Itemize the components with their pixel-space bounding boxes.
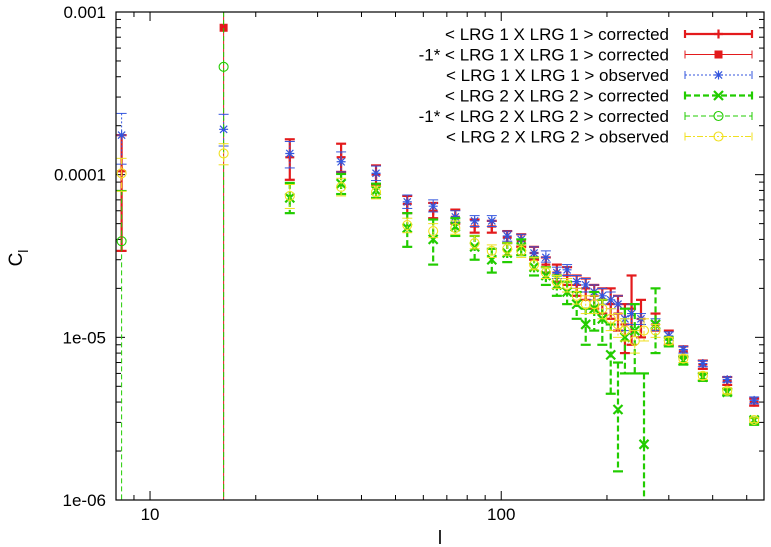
legend-label: -1* < LRG 2 X LRG 2 > corrected [419, 107, 669, 126]
data-point [529, 248, 539, 258]
data-point [562, 265, 572, 275]
data-point [678, 345, 688, 355]
data-point [528, 259, 540, 270]
tick-labels: 10 100 1e-06 1e-05 0.0001 0.001 [54, 3, 515, 524]
data-point [469, 237, 480, 249]
legend-marker [714, 70, 723, 80]
data-point [627, 309, 637, 319]
data-point [428, 201, 438, 211]
data-point [486, 254, 498, 265]
y-tick-label: 0.0001 [54, 166, 106, 185]
data-point [749, 395, 759, 405]
data-point [540, 267, 551, 278]
plot-frame [115, 11, 765, 501]
data-point [502, 231, 512, 241]
svg-text:Cl: Cl [6, 250, 31, 267]
data-point [336, 157, 346, 167]
series-6 [116, 143, 760, 426]
data-point [502, 243, 513, 254]
data-point [218, 61, 229, 72]
data-point [650, 325, 661, 336]
data-point [370, 187, 382, 198]
data-point [402, 220, 413, 231]
legend-marker [714, 50, 723, 59]
data-point [597, 291, 607, 301]
data-point [450, 222, 461, 234]
data-point [613, 299, 623, 309]
data-point [612, 319, 624, 330]
data-point [638, 439, 650, 450]
y-tick-label: 0.001 [63, 3, 106, 22]
data-point [219, 124, 229, 134]
legend-marker [714, 29, 723, 39]
data-point [428, 226, 439, 237]
data-point [722, 375, 732, 385]
legend-label: < LRG 1 X LRG 1 > observed [446, 66, 669, 85]
data-point [562, 279, 573, 290]
data-point [663, 335, 674, 347]
legend-marker [713, 110, 724, 122]
data-point [678, 353, 689, 364]
legend-marker [713, 131, 724, 142]
data-point [612, 404, 624, 415]
data-point [722, 385, 733, 396]
data-point [581, 280, 591, 290]
data-point [116, 168, 127, 179]
data-point [580, 319, 591, 330]
y-axis-label: Cl [6, 250, 31, 267]
data-point [605, 349, 617, 361]
legend-label: < LRG 1 X LRG 1 > corrected [445, 25, 669, 44]
data-point [589, 299, 600, 310]
data-point [218, 148, 229, 159]
legend: < LRG 1 X LRG 1 > corrected -1* < LRG 1 X… [419, 25, 754, 147]
y-tick-label: 1e-05 [63, 328, 106, 347]
x-tick-label: 100 [487, 505, 515, 524]
data-point [572, 277, 582, 287]
data-point [486, 245, 497, 256]
data-point [450, 212, 460, 222]
x-tick-label: 10 [141, 505, 160, 524]
y-tick-label: 1e-06 [63, 491, 106, 510]
data-point [551, 276, 562, 287]
legend-label: -1* < LRG 1 X LRG 1 > corrected [419, 46, 669, 65]
data-point [470, 216, 480, 226]
data-point [285, 148, 295, 158]
data-point [336, 181, 347, 193]
plot-area [116, 12, 760, 500]
data-point [552, 268, 562, 278]
data-point [427, 234, 439, 245]
data-point [619, 325, 630, 336]
data-point [516, 245, 527, 256]
data-point [469, 241, 480, 253]
legend-label: < LRG 2 X LRG 2 > observed [446, 128, 669, 147]
y-axis-label-subscript: l [15, 250, 31, 253]
data-point [487, 216, 497, 226]
data-point [638, 325, 650, 336]
y-axis-label-main: C [6, 253, 27, 267]
data-point [371, 168, 381, 178]
legend-marker [713, 90, 724, 101]
data-point [284, 190, 295, 201]
data-point [219, 23, 228, 32]
axis-ticks [115, 12, 764, 501]
data-point [605, 313, 616, 324]
data-point [117, 130, 127, 140]
x-axis-label: l [438, 528, 442, 547]
data-point [698, 359, 708, 369]
data-point [697, 370, 708, 381]
data-point [749, 415, 760, 426]
data-point [606, 295, 616, 305]
data-point [402, 197, 412, 207]
legend-label: < LRG 2 X LRG 2 > corrected [445, 87, 669, 106]
data-point [116, 236, 127, 247]
data-point [541, 252, 551, 262]
